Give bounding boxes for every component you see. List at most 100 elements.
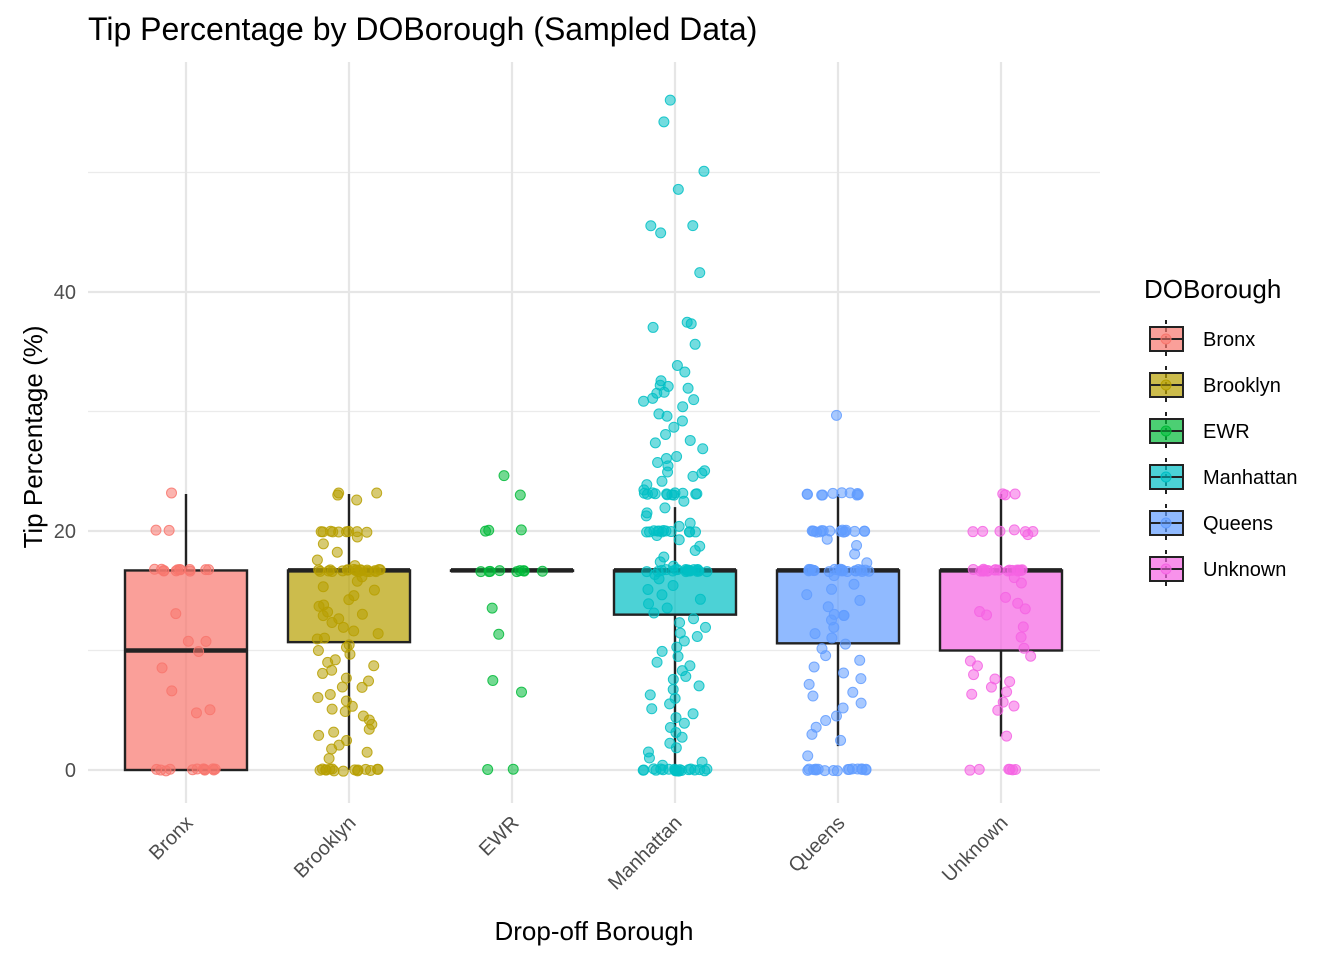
legend-label: Queens: [1203, 513, 1273, 535]
data-point: [822, 601, 834, 613]
data-point: [828, 621, 840, 633]
data-point: [838, 609, 850, 621]
data-point: [638, 764, 650, 776]
x-tick-label: Brooklyn: [290, 812, 361, 883]
data-point: [830, 710, 842, 722]
data-point: [668, 421, 680, 433]
legend: DOBorough Bronx Brooklyn EWR Manhattan Queen…: [1144, 274, 1298, 588]
data-point: [337, 765, 349, 777]
data-point: [660, 525, 672, 537]
data-point: [676, 731, 688, 743]
data-point: [648, 607, 660, 619]
data-point: [691, 488, 703, 500]
data-point: [653, 573, 665, 585]
legend-key-point: [1160, 563, 1172, 575]
data-point: [164, 763, 176, 775]
data-point: [646, 703, 658, 715]
data-point: [816, 489, 828, 501]
data-point: [368, 660, 380, 672]
data-point: [675, 764, 687, 776]
data-point: [482, 763, 494, 775]
data-point: [313, 729, 325, 741]
legend-key-point: [1160, 425, 1172, 437]
data-point: [854, 654, 866, 666]
box-queens: [775, 493, 901, 747]
data-point: [860, 763, 872, 775]
data-point: [313, 600, 325, 612]
data-point: [333, 487, 345, 499]
data-point: [858, 525, 870, 537]
x-tick-label: EWR: [475, 812, 524, 861]
data-point: [371, 487, 383, 499]
data-point: [848, 578, 860, 590]
data-point: [647, 321, 659, 333]
data-point: [660, 428, 672, 440]
data-point: [659, 502, 671, 514]
data-point: [697, 443, 709, 455]
data-point: [820, 650, 832, 662]
data-point: [803, 565, 815, 577]
data-point: [673, 520, 685, 532]
points-bronx: [149, 487, 221, 777]
data-point: [317, 581, 329, 593]
data-point: [514, 489, 526, 501]
data-point: [673, 534, 685, 546]
data-point: [808, 764, 820, 776]
data-point: [689, 338, 701, 350]
data-point: [814, 526, 826, 538]
data-point: [1009, 488, 1021, 500]
data-point: [1004, 676, 1016, 688]
data-point: [656, 589, 668, 601]
data-point: [317, 667, 329, 679]
legend-item-bronx: Bronx: [1149, 320, 1255, 358]
legend-key-point: [1160, 517, 1172, 529]
data-point: [356, 608, 368, 620]
x-tick-label: Unknown: [938, 812, 1013, 887]
data-point: [1001, 730, 1013, 742]
data-point: [847, 686, 859, 698]
jitter-points: [149, 94, 1039, 777]
data-point: [336, 681, 348, 693]
data-point: [1015, 577, 1027, 589]
data-point: [826, 632, 838, 644]
box-body: [612, 569, 738, 616]
data-point: [166, 487, 178, 499]
data-point: [968, 669, 980, 681]
x-tick-label: Bronx: [145, 812, 198, 865]
data-point: [680, 566, 692, 578]
data-point: [677, 401, 689, 413]
data-point: [356, 681, 368, 693]
data-point: [966, 688, 978, 700]
data-point: [849, 548, 861, 560]
legend-label: EWR: [1203, 421, 1250, 443]
data-point: [828, 570, 840, 582]
data-point: [667, 580, 679, 592]
data-point: [361, 526, 373, 538]
legend-label: Manhattan: [1203, 467, 1298, 489]
legend-item-ewr: EWR: [1149, 412, 1250, 450]
legend-key-point: [1160, 471, 1172, 483]
data-point: [311, 633, 323, 645]
data-point: [827, 487, 839, 499]
data-point: [311, 554, 323, 566]
data-point: [684, 434, 696, 446]
data-point: [652, 456, 664, 468]
y-tick-label: 0: [65, 760, 76, 782]
data-point: [514, 565, 526, 577]
box-bronx: [123, 493, 249, 772]
data-point: [184, 564, 196, 576]
legend-title: DOBorough: [1144, 274, 1281, 304]
box-body: [123, 569, 249, 772]
legend-key-point: [1160, 333, 1172, 345]
data-point: [831, 409, 843, 421]
data-point: [351, 575, 363, 587]
data-point: [981, 609, 993, 621]
box-unknown: [938, 493, 1064, 737]
data-point: [649, 437, 661, 449]
data-point: [372, 763, 384, 775]
data-point: [844, 487, 856, 499]
data-point: [688, 394, 700, 406]
data-point: [642, 583, 654, 595]
data-point: [155, 764, 167, 776]
data-point: [658, 116, 670, 128]
